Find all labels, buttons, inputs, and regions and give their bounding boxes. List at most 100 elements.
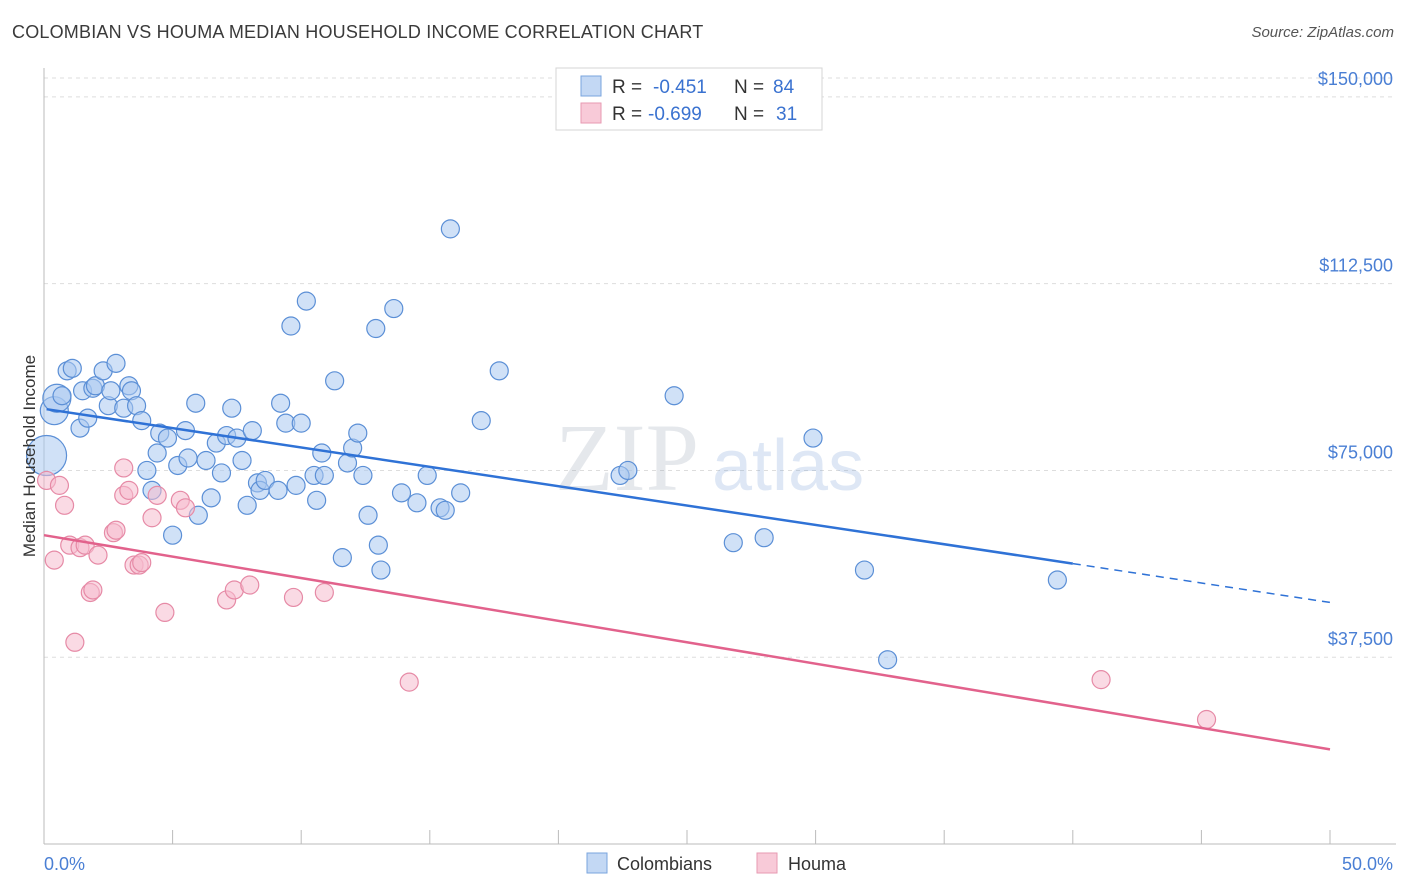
- data-point-colombians: [307, 490, 327, 510]
- y-axis-label: Median Household Income: [20, 355, 39, 557]
- data-point-colombians: [232, 450, 252, 471]
- legend-r-value-2: -0.699: [648, 104, 702, 125]
- data-point-colombians: [314, 465, 334, 486]
- data-point-colombians: [296, 291, 316, 311]
- trend-line-colombians: [46, 407, 1073, 565]
- data-point-colombians: [163, 525, 183, 545]
- data-point-colombians: [854, 560, 875, 580]
- data-point-colombians: [878, 650, 898, 670]
- data-point-colombians: [196, 450, 216, 471]
- data-point-houma: [83, 580, 103, 600]
- colombians-points: [25, 219, 1067, 670]
- data-point-colombians: [62, 358, 82, 378]
- series-label-colombians: Colombians: [617, 854, 712, 874]
- legend-n-label-2: N =: [734, 104, 764, 125]
- data-point-colombians: [440, 219, 460, 239]
- series-swatch-houma: [756, 852, 778, 874]
- data-point-colombians: [312, 443, 332, 463]
- data-point-colombians: [291, 413, 311, 433]
- data-point-houma: [44, 550, 64, 570]
- data-point-colombians: [132, 411, 152, 431]
- data-point-colombians: [435, 500, 455, 520]
- data-point-colombians: [489, 361, 509, 381]
- y-tick-labels: $37,500 $75,000 $112,500 $150,000: [1318, 69, 1393, 649]
- data-point-houma: [119, 480, 139, 500]
- trend-line-colombians-extension: [1072, 562, 1331, 604]
- data-point-colombians: [147, 443, 167, 463]
- data-point-colombians: [271, 393, 291, 413]
- data-point-colombians: [803, 428, 823, 448]
- source-credit: Source: ZipAtlas.com: [1251, 24, 1394, 41]
- data-point-houma: [283, 587, 304, 608]
- data-point-colombians: [1047, 570, 1067, 590]
- data-point-colombians: [368, 535, 388, 555]
- series-legend: Colombians Houma: [586, 852, 847, 874]
- legend-swatch-blue: [580, 75, 602, 97]
- data-point-houma: [114, 458, 134, 478]
- data-point-colombians: [348, 423, 368, 443]
- data-point-colombians: [371, 560, 391, 580]
- data-point-houma: [49, 475, 70, 495]
- data-point-colombians: [211, 463, 232, 483]
- data-point-colombians: [178, 448, 198, 468]
- data-point-colombians: [186, 393, 206, 413]
- x-tick-labels: 0.0% 50.0%: [44, 854, 1393, 874]
- legend-r-value-1: -0.451: [653, 77, 707, 98]
- x-tick-label-start: 0.0%: [44, 854, 85, 874]
- data-point-houma: [147, 485, 167, 505]
- data-point-colombians: [618, 460, 638, 481]
- data-point-colombians: [137, 460, 157, 481]
- data-point-houma: [132, 552, 152, 573]
- x-tick-label-end: 50.0%: [1342, 854, 1393, 874]
- legend-r-label-1: R =: [612, 77, 642, 98]
- data-point-colombians: [281, 316, 301, 336]
- data-point-colombians: [754, 528, 774, 548]
- data-point-colombians: [353, 465, 373, 486]
- chart-title: COLOMBIAN VS HOUMA MEDIAN HOUSEHOLD INCO…: [12, 22, 704, 42]
- legend-n-value-1: 84: [773, 77, 795, 98]
- data-point-colombians: [78, 408, 98, 428]
- data-point-colombians: [366, 318, 386, 339]
- data-point-houma: [54, 495, 75, 515]
- data-point-houma: [155, 602, 175, 623]
- data-point-colombians: [255, 470, 275, 491]
- data-point-colombians: [286, 475, 306, 495]
- y-tick-label: $112,500: [1319, 256, 1393, 276]
- data-point-colombians: [106, 353, 126, 373]
- trend-line-houma: [43, 533, 1331, 751]
- data-point-colombians: [222, 398, 242, 418]
- data-point-houma: [175, 498, 196, 518]
- data-point-colombians: [471, 411, 491, 431]
- legend-n-label-1: N =: [734, 77, 764, 98]
- data-point-colombians: [201, 488, 221, 508]
- data-point-houma: [88, 545, 108, 565]
- correlation-legend: R = -0.451 N = 84 R = -0.699 N = 31: [555, 67, 823, 131]
- legend-r-label-2: R =: [612, 104, 642, 125]
- trend-lines: [43, 407, 1331, 751]
- data-point-colombians: [664, 386, 684, 406]
- watermark: ZIP atlas: [555, 404, 864, 511]
- data-point-colombians: [268, 480, 288, 500]
- data-point-colombians: [242, 421, 262, 441]
- data-point-colombians: [101, 381, 121, 401]
- houma-points: [36, 458, 1217, 730]
- data-point-colombians: [237, 495, 257, 515]
- data-point-colombians: [325, 371, 345, 391]
- y-tick-label: $75,000: [1328, 442, 1393, 462]
- data-point-colombians: [52, 386, 72, 406]
- y-tick-label: $150,000: [1318, 69, 1393, 89]
- data-point-colombians: [723, 533, 743, 553]
- data-point-colombians: [407, 493, 427, 513]
- watermark-zip: ZIP: [555, 404, 699, 511]
- data-point-houma: [399, 672, 419, 692]
- data-point-colombians: [384, 298, 404, 319]
- watermark-atlas: atlas: [712, 426, 864, 506]
- data-point-colombians: [157, 428, 178, 448]
- data-point-houma: [142, 508, 162, 528]
- legend-swatch-pink: [580, 102, 602, 124]
- series-swatch-colombians: [586, 852, 608, 874]
- data-point-colombians: [417, 465, 437, 486]
- data-point-colombians: [358, 505, 378, 525]
- legend-n-value-2: 31: [776, 104, 797, 125]
- grid-lines: [44, 77, 1396, 658]
